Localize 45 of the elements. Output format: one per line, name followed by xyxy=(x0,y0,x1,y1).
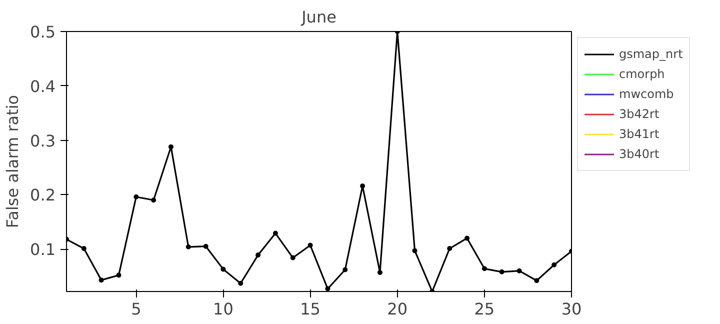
point xyxy=(412,248,418,254)
point xyxy=(534,278,540,284)
point xyxy=(325,286,330,292)
point xyxy=(499,269,504,274)
x-tick-label: 5 xyxy=(131,300,142,318)
y-axis-title: False alarm ratio xyxy=(3,94,22,228)
legend-label: 3b42rt xyxy=(619,107,660,121)
point xyxy=(220,266,226,272)
point xyxy=(360,183,366,188)
point xyxy=(308,242,313,248)
point xyxy=(290,255,296,260)
point xyxy=(256,252,261,258)
point xyxy=(116,272,122,278)
point xyxy=(552,262,557,268)
x-tick-label: 25 xyxy=(474,300,495,318)
point xyxy=(464,236,470,241)
y-tick-label: 0.2 xyxy=(30,186,56,205)
point xyxy=(151,198,156,203)
x-tick-label: 20 xyxy=(387,300,408,318)
legend-label: cmorph xyxy=(619,67,665,81)
legend-label: 3b41rt xyxy=(619,127,660,141)
x-tick-label: 30 xyxy=(561,300,582,318)
y-tick-label: 0.4 xyxy=(30,76,56,96)
point xyxy=(482,266,487,272)
point xyxy=(342,267,348,272)
y-tick-label: 0.5 xyxy=(30,22,56,42)
y-tick-label: 0.1 xyxy=(30,240,56,260)
y-tick-label: 0.3 xyxy=(30,131,56,150)
point xyxy=(377,270,382,275)
point xyxy=(98,278,104,283)
point xyxy=(186,244,191,250)
point xyxy=(238,280,244,286)
legend-label: gsmap_nrt xyxy=(619,47,683,61)
x-tick-label: 10 xyxy=(213,300,234,318)
point xyxy=(81,246,86,252)
point xyxy=(168,144,174,150)
point xyxy=(203,244,208,249)
point xyxy=(447,246,452,252)
point xyxy=(134,194,139,200)
legend-label: 3b40rt xyxy=(619,147,660,161)
point xyxy=(272,230,278,236)
legend-label: mwcomb xyxy=(619,87,674,101)
chart-title: June xyxy=(300,8,336,26)
x-tick-label: 15 xyxy=(300,300,320,318)
point xyxy=(516,268,522,274)
